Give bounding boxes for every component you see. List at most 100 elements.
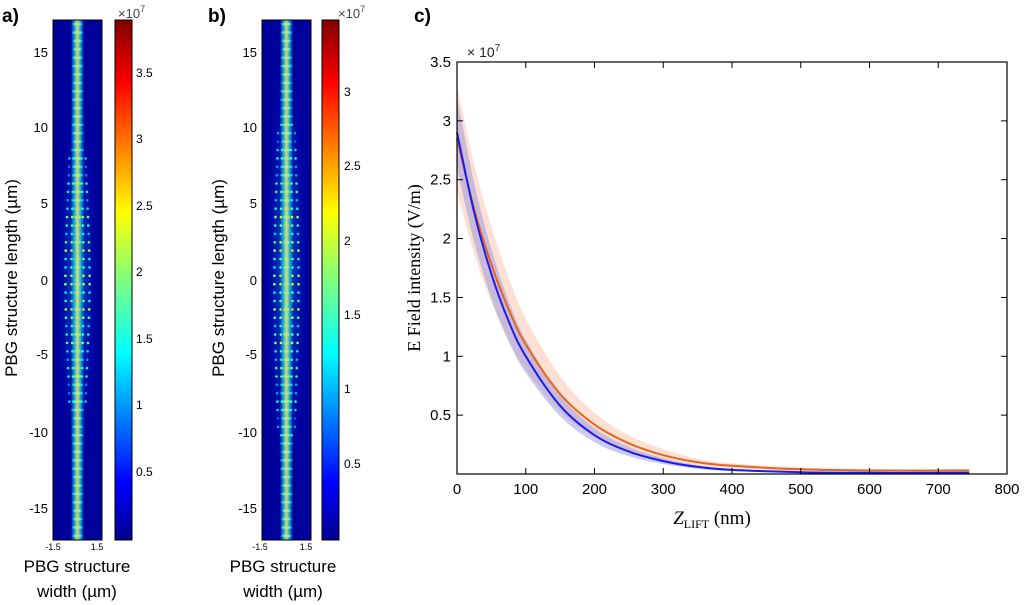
heatmap-cell	[274, 207, 278, 210]
panel-a-xticks: -1.5 1.5	[45, 542, 103, 552]
panel-b-xlabel-line2: width (µm)	[242, 582, 323, 601]
heatmap-cell	[67, 173, 71, 177]
heatmap-cell	[273, 232, 277, 236]
heatmap-cell	[297, 282, 300, 286]
heatmap-cell	[275, 391, 279, 395]
heatmap-cell	[273, 291, 276, 294]
heatmap-cell	[273, 224, 277, 227]
panel-b-colorbar-tick: 1	[344, 382, 351, 396]
x-tick-label: 800	[994, 481, 1019, 498]
heatmap-cell	[65, 333, 68, 336]
panel-b-heatmap	[261, 19, 312, 541]
panel-a-ytick: 0	[41, 273, 48, 288]
panel-b-ytick: 0	[250, 273, 257, 288]
panel-a: a) 15 10 5 0 -5 -10 -15 -1.5 1.5 PBG str…	[2, 4, 153, 601]
panel-b: b) 15 10 5 0 -5 -10 -15 -1.5 1.5 PBG str…	[208, 4, 365, 601]
heatmap-cell	[273, 266, 276, 269]
heatmap-cell	[86, 350, 89, 353]
heatmap-cell	[294, 383, 298, 387]
heatmap-cell	[66, 358, 69, 362]
panel-c-exponent: × 107	[467, 43, 501, 60]
heatmap-cell	[66, 207, 69, 210]
panel-a-ytick: 10	[34, 120, 48, 135]
heatmap-cell	[65, 341, 69, 345]
heatmap-cell	[64, 308, 68, 311]
panel-a-xlabel-line1: PBG structure	[24, 557, 131, 576]
heatmap-cell	[85, 366, 89, 370]
heatmap-cell	[64, 316, 68, 320]
heatmap-cell	[273, 316, 277, 320]
heatmap-cell	[86, 215, 90, 219]
heatmap-cell	[273, 324, 277, 328]
panel-a-colorbar-tick: 2	[136, 265, 143, 279]
panel-c-axes: 0 100 200 300 400 500 600 700 800 0.5 1 1.5 2 2.5 3 3.5	[430, 54, 1019, 498]
heatmap-cell	[273, 333, 277, 336]
heatmap-cell	[297, 291, 300, 294]
heatmap-cell	[64, 257, 67, 261]
heatmap-cell	[293, 417, 297, 420]
y-tick-label: 3	[443, 113, 451, 130]
heatmap-cell	[296, 215, 299, 219]
panel-b-heatmap-frame	[261, 19, 312, 541]
heatmap-cell	[296, 341, 299, 345]
heatmap-cell	[275, 383, 279, 387]
panel-b-label: b)	[208, 6, 226, 27]
heatmap-cell	[66, 350, 69, 353]
panel-a-ytick: 15	[34, 45, 48, 60]
heatmap-cell	[68, 157, 71, 160]
heatmap-cell	[273, 249, 276, 252]
heatmap-cell	[67, 182, 70, 185]
panel-a-heatmap-frame	[52, 19, 103, 541]
heatmap-cell	[64, 266, 67, 269]
panel-b-xtick: 1.5	[300, 542, 313, 552]
panel-a-colorbar-tick: 1.5	[136, 332, 153, 346]
heatmap-cell	[294, 400, 297, 403]
heatmap-cell	[274, 199, 278, 202]
panel-c-label: c)	[414, 6, 431, 27]
heatmap-cell	[274, 190, 278, 194]
heatmap-cell	[293, 425, 297, 429]
heatmap-cell	[273, 257, 276, 261]
panel-a-colorbar: ×107 3.5 3 2.5 2 1.5 1 0.5	[114, 4, 153, 541]
panel-a-colorbar-tick: 3	[136, 132, 143, 146]
heatmap-cell	[276, 425, 280, 429]
heatmap-cell	[64, 282, 67, 286]
panel-b-xlabel-line1: PBG structure	[230, 557, 337, 576]
heatmap-cell	[87, 232, 90, 236]
x-tick-label: 400	[719, 481, 744, 498]
panel-a-colorbar-tick: 2.5	[136, 199, 153, 213]
heatmap-cell	[64, 241, 68, 244]
panel-a-colorbar-gradient	[114, 19, 133, 541]
heatmap-cell	[276, 157, 279, 160]
heatmap-cell	[296, 350, 299, 353]
panel-c-ylabel: E Field intensity (V/m)	[404, 184, 425, 351]
heatmap-cell	[65, 215, 69, 219]
panel-a-yticks: 15 10 5 0 -5 -10 -15	[29, 45, 48, 516]
heatmap-cell	[276, 131, 280, 135]
heatmap-cell	[64, 299, 67, 303]
heatmap-cell	[273, 308, 276, 311]
heatmap-cell	[276, 408, 279, 412]
heatmap-cell	[276, 140, 280, 143]
heatmap-cell	[87, 308, 91, 311]
heatmap-cell	[275, 182, 278, 185]
heatmap-cell	[86, 358, 89, 362]
panel-b-xticks: -1.5 1.5	[252, 542, 312, 552]
heatmap-cell	[65, 324, 68, 328]
heatmap-cell	[297, 308, 300, 311]
heatmap-cell	[296, 333, 300, 336]
x-tick-label: 0	[453, 481, 461, 498]
heatmap-cell	[296, 224, 300, 227]
y-tick-label: 0.5	[430, 407, 451, 424]
heatmap-cell	[84, 165, 88, 169]
heatmap-cell	[297, 257, 300, 261]
heatmap-cell	[274, 350, 278, 353]
heatmap-cell	[295, 375, 298, 378]
heatmap-cell	[86, 341, 90, 345]
heatmap-cell	[295, 190, 299, 194]
heatmap-cell	[86, 207, 89, 210]
heatmap-cell	[274, 341, 277, 345]
heatmap-cell	[67, 383, 71, 387]
panel-a-ytick: -10	[29, 425, 48, 440]
heatmap-cell	[88, 299, 91, 303]
